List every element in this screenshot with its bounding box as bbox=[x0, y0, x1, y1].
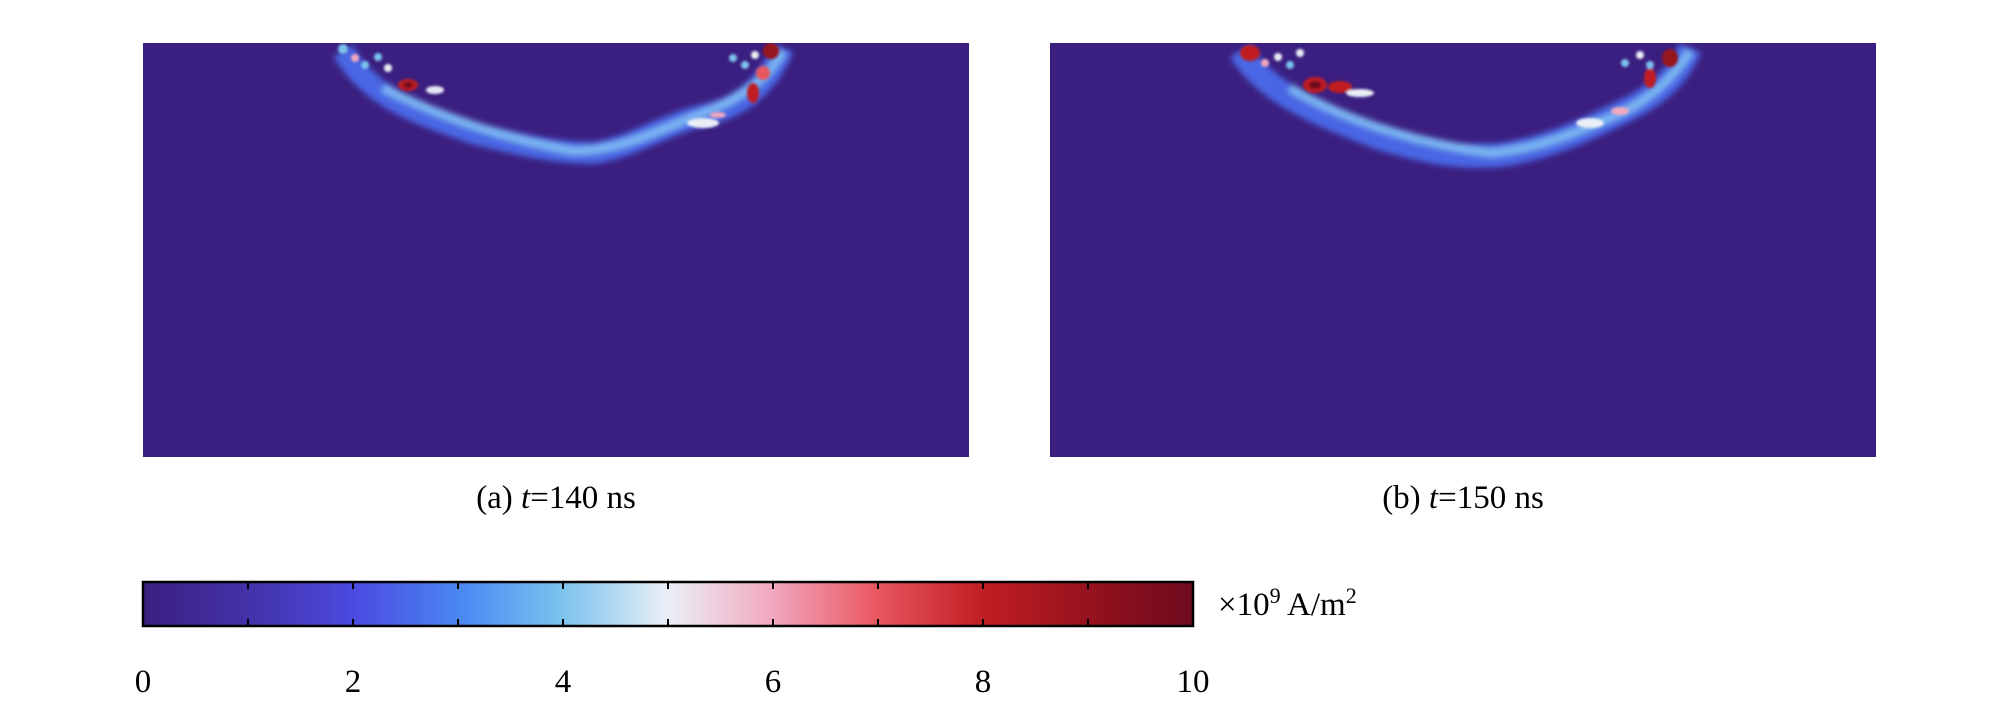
colorbar-tick-label-4: 4 bbox=[554, 664, 572, 700]
colorbar-tick-label-0: 0 bbox=[134, 664, 152, 700]
current-density-hotspots-b bbox=[1240, 45, 1678, 128]
panel-b-caption-suffix: =150 ns bbox=[1438, 480, 1544, 516]
heatmap-panel-b bbox=[1050, 43, 1876, 457]
unit-prefix: ×10 bbox=[1218, 587, 1270, 623]
colorbar-tick-label-6: 6 bbox=[764, 664, 782, 700]
panel-b-caption-var: t bbox=[1428, 480, 1439, 516]
colorbar-svg bbox=[141, 580, 1195, 628]
heatmap-b-svg bbox=[1050, 43, 1876, 457]
panel-a-caption-prefix: (a) bbox=[476, 480, 521, 516]
heatmap-a-svg bbox=[143, 43, 969, 457]
current-density-arc-a bbox=[333, 43, 794, 165]
unit-exponent: 9 bbox=[1269, 583, 1281, 608]
heatmap-a-background bbox=[143, 43, 969, 457]
current-density-arc-b bbox=[1229, 43, 1702, 168]
colorbar-tick-label-8: 8 bbox=[974, 664, 992, 700]
panel-b-caption-prefix: (b) bbox=[1382, 480, 1429, 516]
panel-a-caption-suffix: =140 ns bbox=[530, 480, 636, 516]
current-density-hotspots-a bbox=[338, 43, 779, 128]
panel-a-caption: (a) t=140 ns bbox=[143, 478, 969, 518]
colorbar-tick-label-2: 2 bbox=[344, 664, 362, 700]
colorbar-tick-label-10: 10 bbox=[1176, 664, 1210, 700]
unit-mid: A/m bbox=[1280, 587, 1346, 623]
colorbar-unit-label: ×109 A/m2 bbox=[1218, 585, 1357, 625]
panel-a-caption-var: t bbox=[521, 480, 531, 516]
colorbar bbox=[141, 580, 1195, 630]
unit-exponent-2: 2 bbox=[1345, 583, 1357, 608]
heatmap-b-background bbox=[1050, 43, 1876, 457]
heatmap-panel-a bbox=[143, 43, 969, 457]
panel-b-caption: (b) t=150 ns bbox=[1050, 478, 1876, 518]
